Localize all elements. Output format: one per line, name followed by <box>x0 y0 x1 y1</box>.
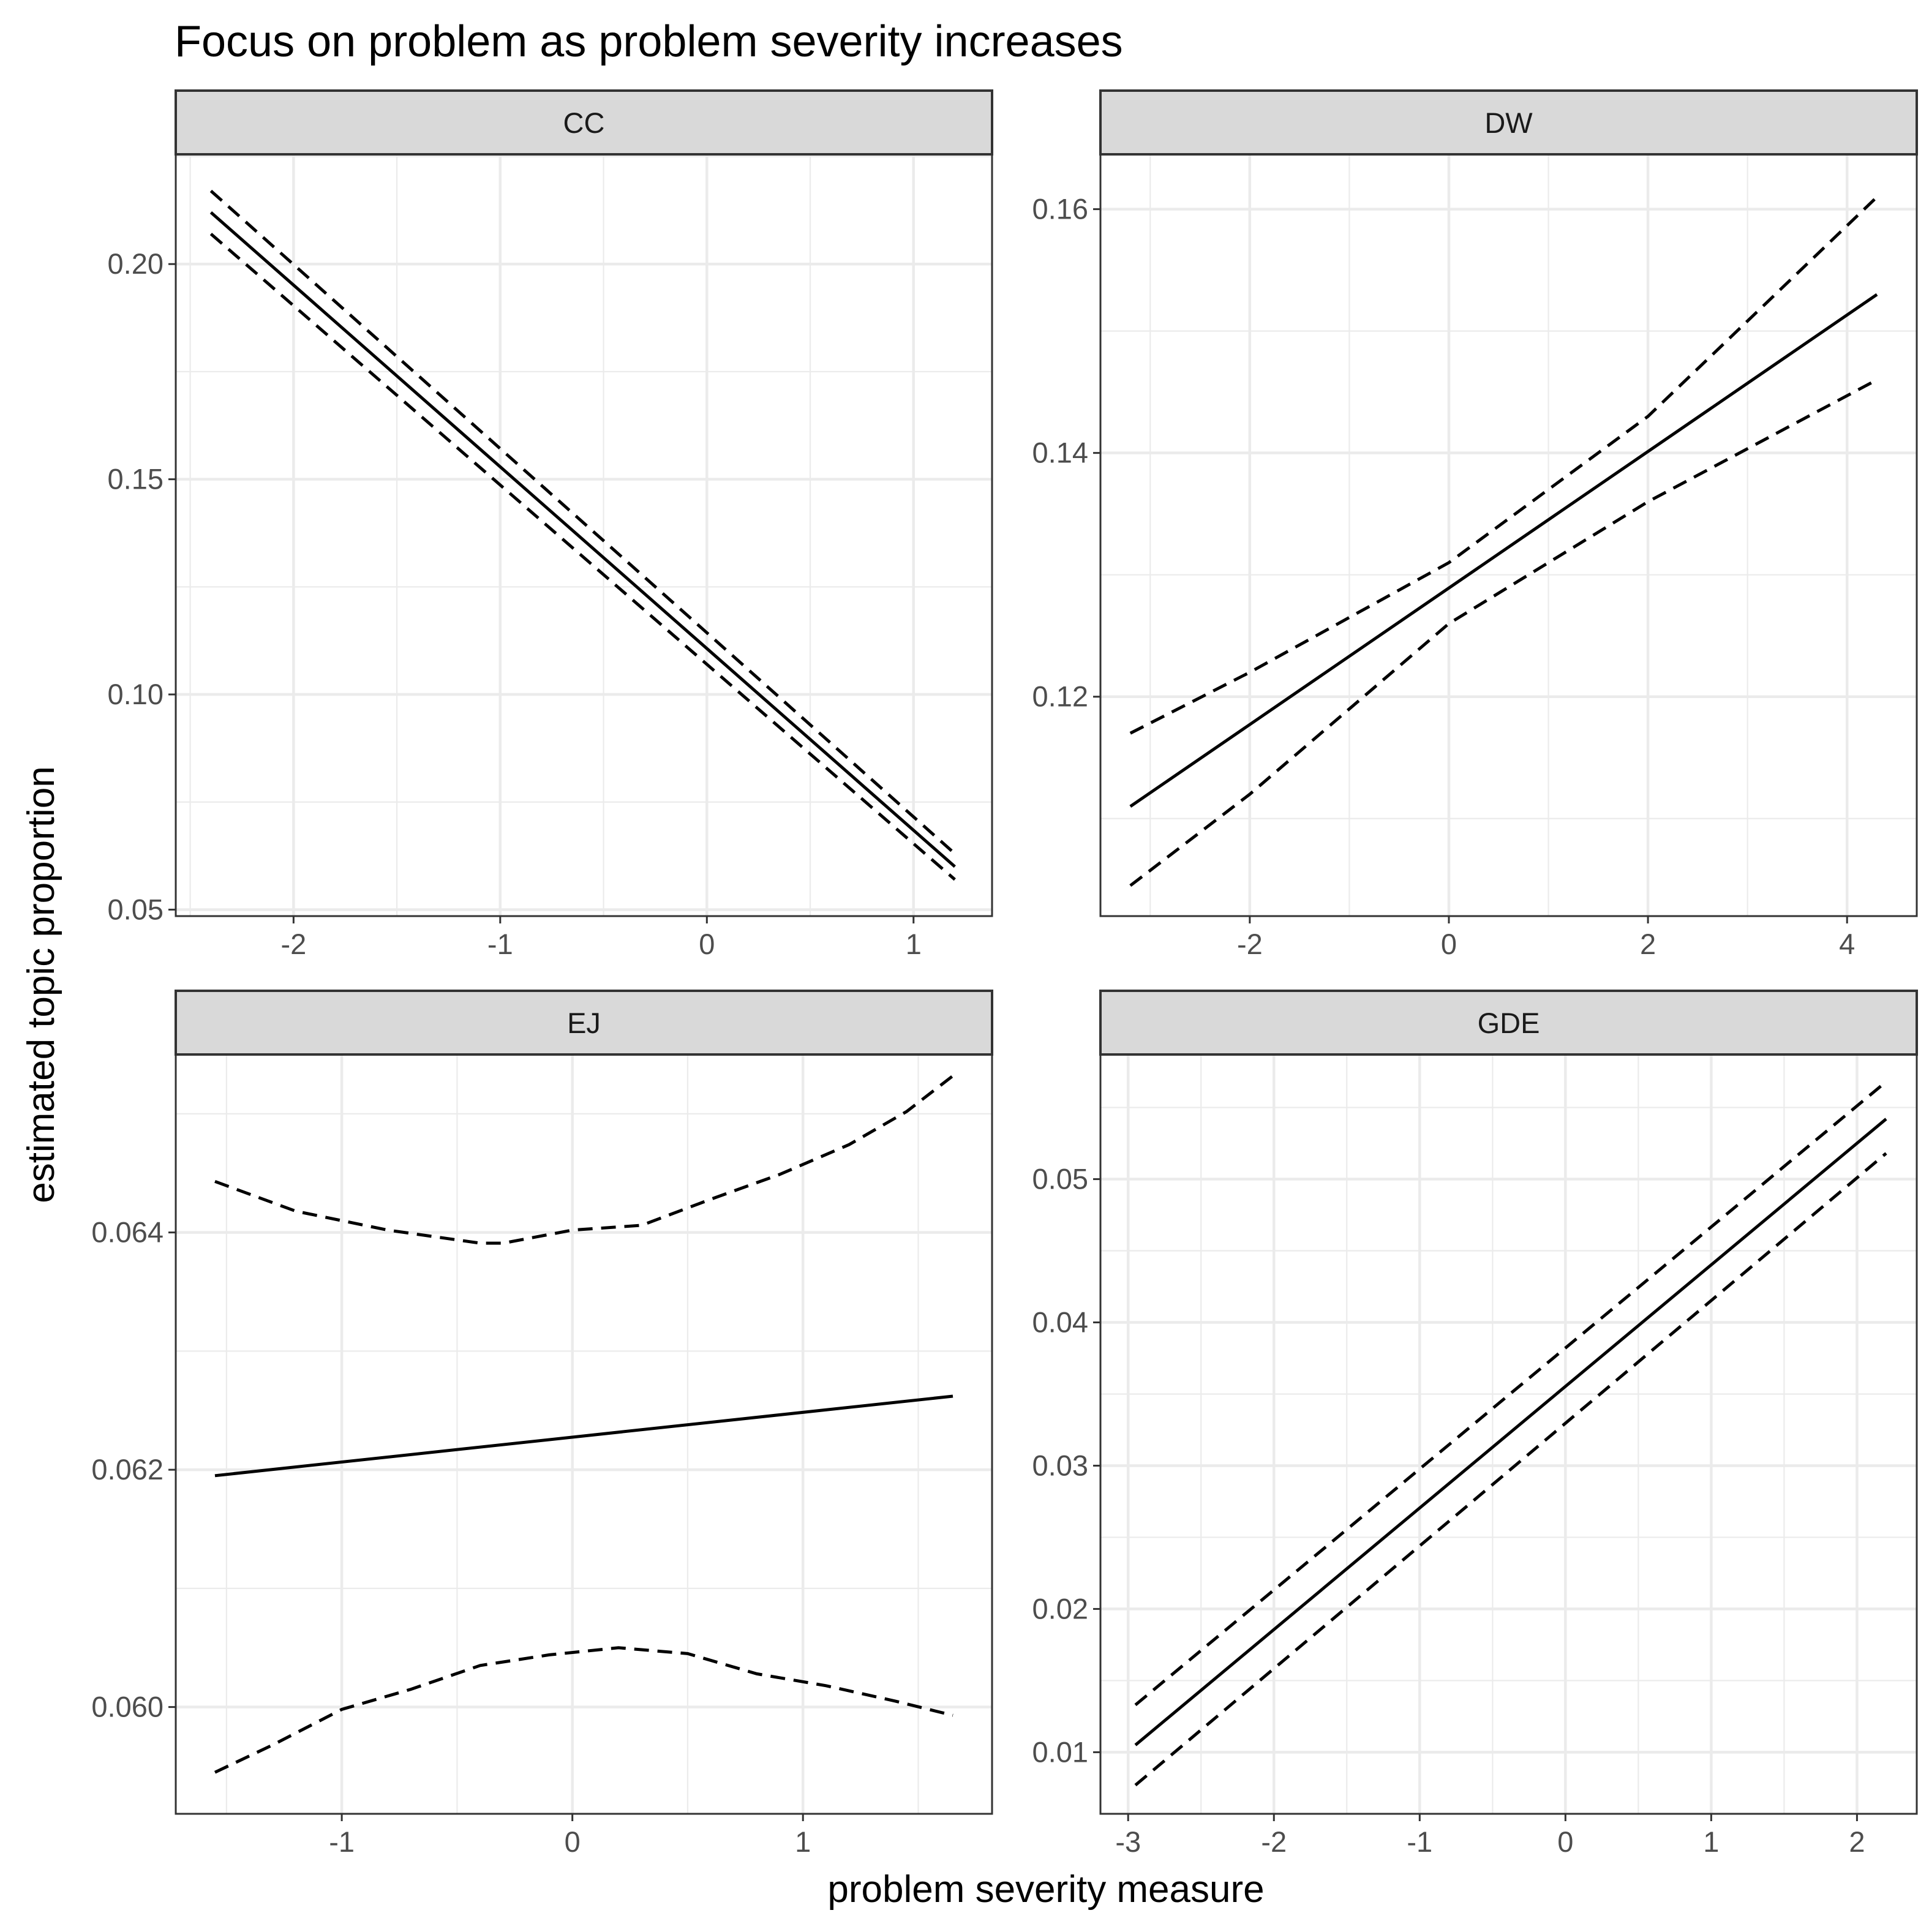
facet-strip-label-ej: EJ <box>567 1007 601 1039</box>
panels-layer: CC -2 -1 0 1 0.05 0.10 0.15 0.20 DW -2 0 2 4 0.12 0.14 0… <box>91 89 1918 1858</box>
x-tick-label: 0 <box>565 1825 581 1858</box>
x-tick-label: 0 <box>1441 928 1457 960</box>
facet-strip-label-gde: GDE <box>1478 1007 1540 1039</box>
facet-strip-cc <box>175 89 993 156</box>
y-tick-label: 0.062 <box>91 1453 164 1486</box>
x-tick-label: -1 <box>487 928 513 960</box>
x-tick-label: -2 <box>1261 1825 1287 1858</box>
cc-estimate-line <box>209 211 956 868</box>
ej-upper-ci-line <box>214 1074 954 1245</box>
facet-strip-dw <box>1099 89 1918 156</box>
y-tick-label: 0.12 <box>1032 680 1088 713</box>
gde-estimate-line <box>1134 1118 1887 1746</box>
panel-cc: CC -2 -1 0 1 0.05 0.10 0.15 0.20 <box>108 89 993 960</box>
cc-upper-ci-line <box>209 189 956 855</box>
x-tick-label: 1 <box>1703 1825 1719 1858</box>
y-tick-label: 0.15 <box>108 463 164 495</box>
facet-strip-label-cc: CC <box>563 107 605 139</box>
x-tick-label: -1 <box>329 1825 355 1858</box>
dw-lower-ci-line <box>1129 378 1878 887</box>
facet-strip-label-dw: DW <box>1484 107 1533 139</box>
x-tick-label: -2 <box>1237 928 1263 960</box>
y-tick-label: 0.064 <box>91 1216 164 1249</box>
y-tick-label: 0.05 <box>1032 1163 1088 1195</box>
ej-estimate-line <box>214 1394 953 1478</box>
x-tick-label: 4 <box>1839 928 1855 960</box>
y-tick-label: 0.02 <box>1032 1592 1088 1625</box>
y-tick-label: 0.04 <box>1032 1306 1088 1339</box>
panel-ej: EJ -1 0 1 0.060 0.062 0.064 <box>91 990 993 1858</box>
y-tick-label: 0.20 <box>108 247 164 280</box>
x-tick-label: 2 <box>1849 1825 1865 1858</box>
x-tick-label: -1 <box>1407 1825 1432 1858</box>
x-tick-label: 2 <box>1640 928 1656 960</box>
facet-strip-gde <box>1099 990 1918 1056</box>
x-tick-label: 0 <box>1557 1825 1573 1858</box>
ej-lower-ci-line <box>214 1646 953 1774</box>
y-tick-label: 0.01 <box>1032 1735 1088 1768</box>
gde-lower-ci-line <box>1134 1152 1887 1787</box>
x-tick-label: 1 <box>795 1825 811 1858</box>
y-tick-label: 0.14 <box>1032 437 1088 469</box>
panel-gde: GDE -3 -2 -1 0 1 2 0.01 0.02 0.03 0.04 0.05 <box>1032 990 1918 1858</box>
panel-dw: DW -2 0 2 4 0.12 0.14 0.16 <box>1032 89 1918 960</box>
panel-background <box>176 154 992 916</box>
x-tick-label: 1 <box>906 928 922 960</box>
x-axis-title: problem severity measure <box>827 1868 1264 1911</box>
facet-strip-ej <box>175 990 993 1056</box>
y-tick-label: 0.060 <box>91 1691 164 1723</box>
dw-estimate-line <box>1129 293 1878 808</box>
y-tick-label: 0.05 <box>108 893 164 925</box>
x-tick-label: 0 <box>699 928 715 960</box>
y-axis-title: estimated topic proportion <box>20 766 62 1203</box>
cc-lower-ci-line <box>209 233 956 881</box>
panel-background <box>176 1054 992 1814</box>
y-tick-label: 0.10 <box>108 678 164 710</box>
x-tick-label: -2 <box>280 928 306 960</box>
dw-upper-ci-line <box>1129 195 1878 735</box>
x-tick-label: -3 <box>1115 1825 1141 1858</box>
y-tick-label: 0.16 <box>1032 193 1088 225</box>
chart-title: Focus on problem as problem severity inc… <box>175 17 1123 66</box>
y-tick-label: 0.03 <box>1032 1449 1088 1481</box>
panel-background <box>1100 154 1917 916</box>
